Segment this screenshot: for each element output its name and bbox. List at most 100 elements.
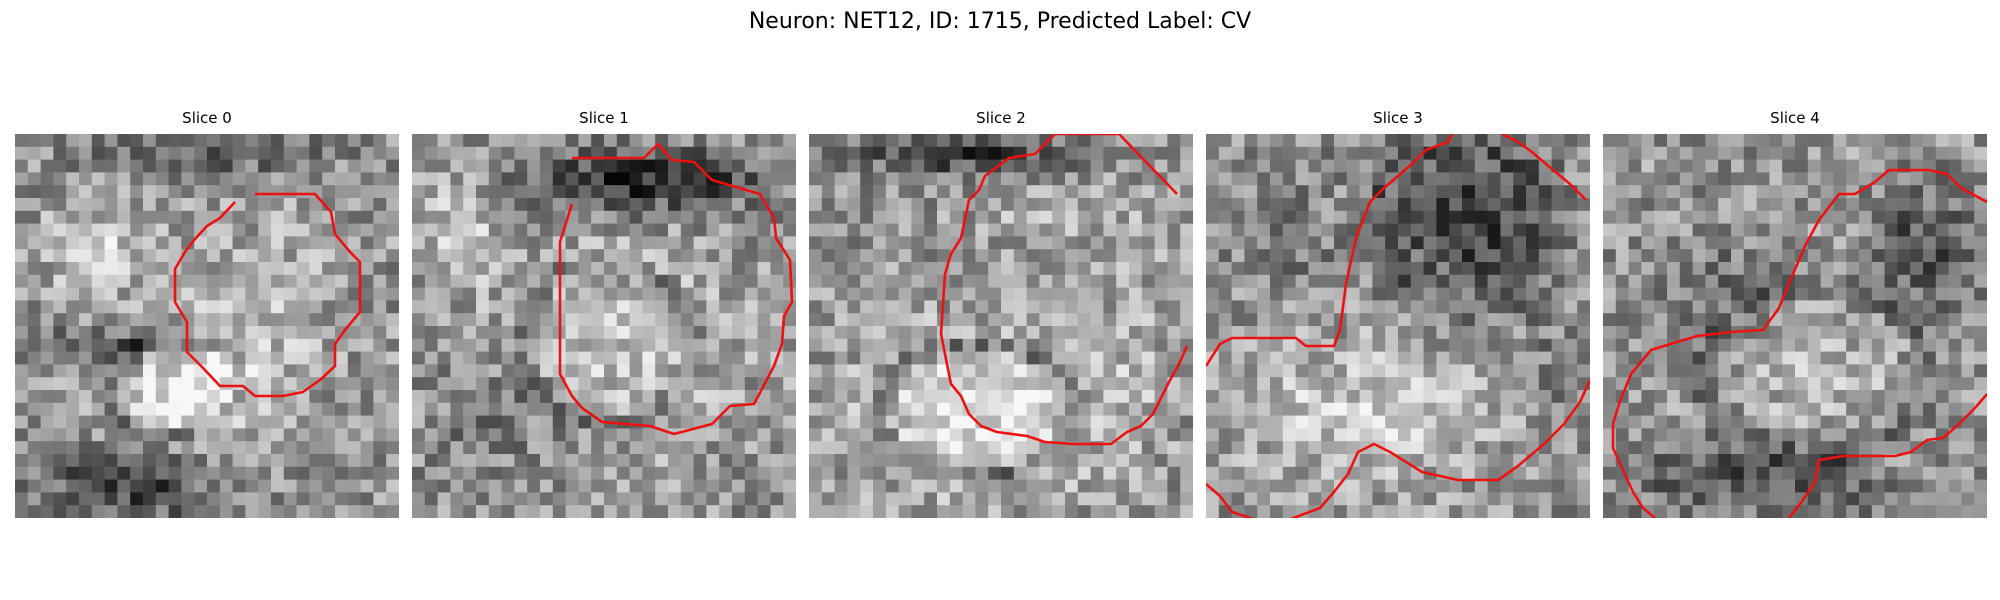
pixel — [386, 377, 399, 391]
pixel — [1052, 210, 1066, 225]
pixel — [1769, 402, 1783, 417]
pixel — [873, 287, 887, 301]
pixel — [847, 415, 861, 429]
pixel — [1884, 364, 1898, 378]
pixel — [1782, 134, 1796, 148]
pixel — [104, 210, 118, 225]
pixel — [1782, 428, 1796, 442]
pixel — [1129, 402, 1143, 417]
pixel — [117, 249, 131, 263]
pixel — [834, 172, 848, 186]
pixel — [373, 300, 387, 314]
pixel — [770, 428, 784, 442]
pixel — [732, 287, 746, 301]
pixel — [424, 249, 439, 263]
pixel — [937, 390, 951, 404]
pixel — [412, 441, 426, 455]
pixel — [181, 364, 195, 378]
pixel — [552, 390, 567, 404]
pixel — [962, 351, 976, 365]
pixel — [168, 146, 182, 161]
pixel — [1500, 185, 1514, 199]
pixel — [1436, 364, 1450, 378]
pixel — [437, 313, 451, 327]
pixel — [1603, 313, 1617, 327]
pixel — [1756, 236, 1770, 250]
pixel — [1141, 300, 1156, 314]
pixel — [911, 454, 925, 468]
pixel — [1026, 185, 1040, 199]
pixel — [1218, 262, 1233, 276]
pixel — [1961, 146, 1975, 161]
pixel — [347, 492, 362, 506]
pixel — [591, 274, 605, 289]
pixel — [924, 454, 938, 468]
pixel — [271, 377, 285, 391]
pixel — [1897, 274, 1911, 289]
pixel — [1705, 146, 1719, 161]
pixel — [1282, 223, 1297, 237]
pixel — [655, 364, 669, 378]
pixel — [1679, 249, 1694, 263]
pixel — [1577, 236, 1590, 250]
pixel — [1334, 185, 1348, 199]
pixel — [1423, 236, 1437, 250]
pixel — [245, 505, 259, 518]
pixel — [1154, 364, 1168, 378]
pixel — [1923, 364, 1937, 378]
pixel — [1961, 377, 1975, 391]
pixel — [155, 300, 170, 314]
pixel — [117, 505, 131, 518]
pixel — [1782, 198, 1796, 212]
pixel — [1231, 159, 1245, 173]
pixel — [1321, 287, 1335, 301]
pixel — [1154, 236, 1168, 250]
pixel — [1385, 300, 1399, 314]
pixel — [1398, 236, 1412, 250]
pixel — [1667, 492, 1681, 506]
pixel — [1052, 454, 1066, 468]
pixel — [66, 441, 80, 455]
pixel — [245, 134, 259, 148]
pixel — [1154, 415, 1168, 429]
pixel — [476, 300, 490, 314]
pixel — [693, 466, 707, 481]
pixel — [1449, 274, 1463, 289]
pixel — [1743, 505, 1758, 518]
pixel — [1820, 172, 1834, 186]
pixel — [1270, 390, 1284, 404]
pixel — [1039, 249, 1053, 263]
pixel — [706, 134, 720, 148]
pixel — [680, 415, 695, 429]
pixel — [15, 415, 29, 429]
pixel — [565, 338, 579, 353]
pixel — [1897, 210, 1911, 225]
pixel — [1218, 415, 1233, 429]
pixel — [1449, 210, 1463, 225]
pixel — [578, 185, 592, 199]
pixel — [1897, 300, 1911, 314]
pixel — [1282, 479, 1297, 493]
pixel — [347, 274, 362, 289]
pixel — [1308, 415, 1322, 429]
pixel — [386, 300, 399, 314]
pixel — [1372, 454, 1386, 468]
pixel — [924, 313, 938, 327]
pixel — [706, 262, 720, 276]
pixel — [1820, 236, 1834, 250]
pixel — [1308, 300, 1322, 314]
pixel — [232, 454, 246, 468]
pixel — [770, 274, 784, 289]
pixel — [1167, 210, 1181, 225]
pixel — [1731, 441, 1745, 455]
pixel — [1641, 223, 1655, 237]
pixel — [1244, 274, 1258, 289]
pixel — [1346, 441, 1361, 455]
pixel — [1359, 159, 1373, 173]
pixel — [1743, 441, 1758, 455]
pixel — [463, 185, 477, 199]
pixel — [181, 146, 195, 161]
pixel — [949, 262, 964, 276]
pixel — [783, 287, 796, 301]
pixel — [604, 185, 618, 199]
